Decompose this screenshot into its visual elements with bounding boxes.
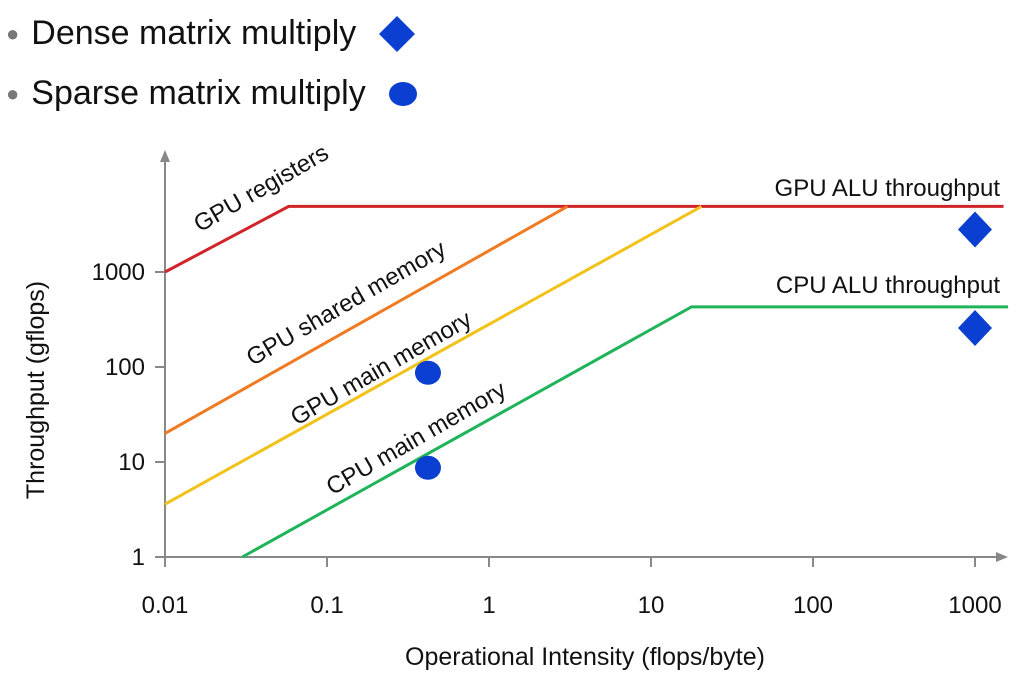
series-line-cpu-main-memory	[241, 305, 1009, 559]
x-tick-label: 0.01	[142, 592, 189, 619]
diamond-icon	[378, 15, 416, 53]
annotation-gpu-alu-throughput: GPU ALU throughput	[775, 175, 1001, 202]
y-tick-label: 10	[118, 449, 145, 476]
series-line-gpu-registers	[164, 204, 1004, 274]
x-axis-arrow-icon	[996, 552, 1008, 562]
series-label-gpu-registers: GPU registers	[189, 139, 333, 238]
y-axis-arrow-icon	[160, 150, 170, 162]
x-tick-label: 0.1	[310, 592, 343, 619]
sparse-matrix-point	[414, 455, 441, 480]
dense-matrix-point	[958, 310, 992, 347]
x-tick-label: 10	[638, 592, 665, 619]
y-tick-label: 100	[105, 354, 145, 381]
legend-label: Sparse matrix multiply	[31, 74, 366, 112]
y-tick-label: 1000	[92, 259, 145, 286]
x-axis-title: Operational Intensity (flops/byte)	[405, 643, 765, 671]
annotation-cpu-alu-throughput: CPU ALU throughput	[776, 272, 1000, 299]
legend-label: Dense matrix multiply	[31, 14, 357, 52]
x-tick-label: 100	[793, 592, 833, 619]
bullet-icon: ●	[6, 80, 20, 106]
legend-item-dense: ● Dense matrix multiply	[6, 14, 416, 53]
circle-icon	[388, 81, 418, 107]
series-line-gpu-main-memory	[164, 205, 703, 506]
bullet-icon: ●	[6, 20, 20, 46]
dense-matrix-point	[958, 211, 992, 248]
legend-item-sparse: ● Sparse matrix multiply	[6, 74, 418, 113]
series-line-gpu-shared-memory	[164, 205, 569, 435]
sparse-matrix-point	[414, 360, 441, 385]
y-axis-title: Throughput (gflops)	[22, 281, 50, 499]
x-tick-label: 1000	[948, 592, 1001, 619]
axes	[160, 150, 1008, 562]
x-tick-label: 1	[482, 592, 495, 619]
y-tick-label: 1	[132, 544, 145, 571]
